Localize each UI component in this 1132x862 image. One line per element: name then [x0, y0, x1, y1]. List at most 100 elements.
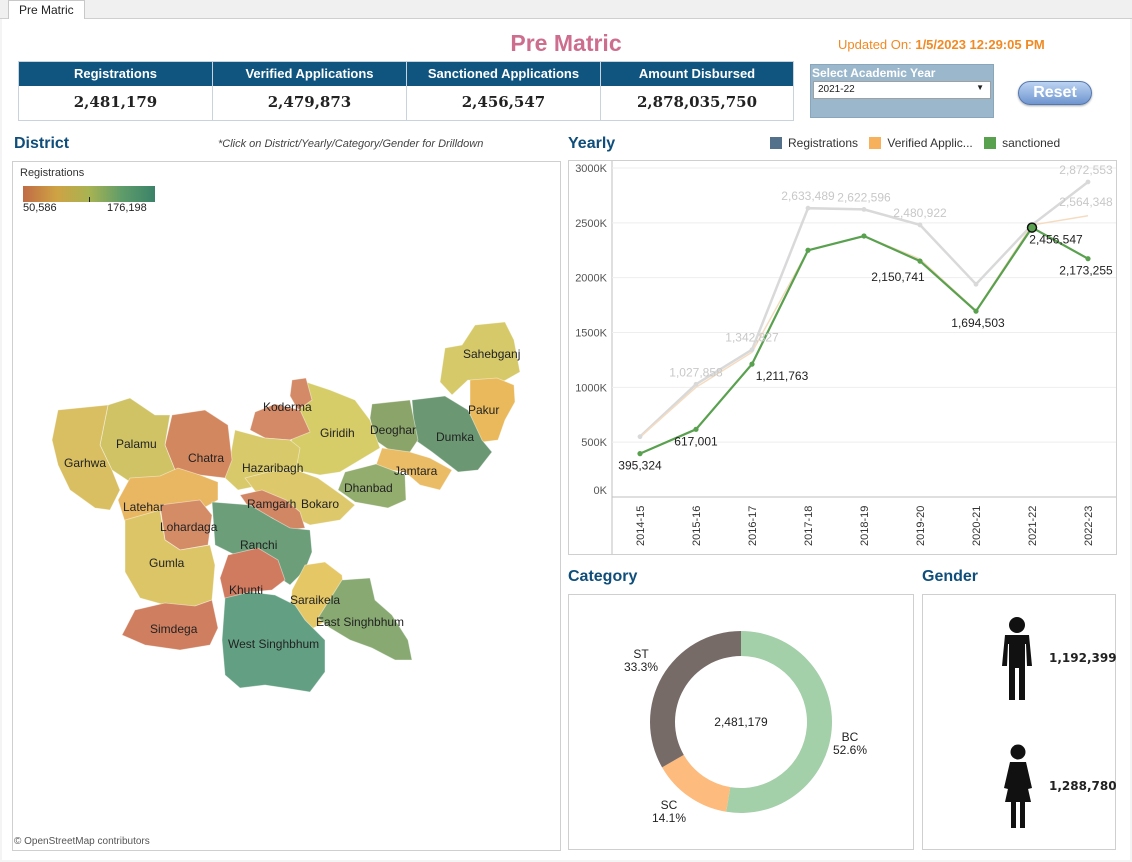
district-label: Palamu	[116, 437, 157, 451]
data-point-sanctioned[interactable]	[749, 361, 755, 367]
data-point-sanctioned[interactable]	[973, 308, 979, 314]
district-dhanbad[interactable]	[337, 463, 407, 509]
y-tick-label: 500K	[581, 437, 607, 449]
donut-slice-bc[interactable]	[726, 631, 832, 813]
reset-button[interactable]: Reset	[1018, 81, 1092, 105]
district-garhwa[interactable]	[51, 404, 121, 511]
x-tick-label: 2020-21	[971, 506, 983, 546]
data-point-registrations[interactable]	[917, 222, 923, 228]
district-label: West Singhbhum	[228, 637, 319, 651]
x-tick-label: 2019-20	[915, 506, 927, 546]
y-tick-label: 1500K	[575, 328, 607, 340]
data-label-registrations: 1,342,827	[725, 331, 779, 345]
data-point-sanctioned[interactable]	[1026, 222, 1038, 233]
district-label: Sahebganj	[463, 347, 520, 361]
yearly-line-chart[interactable]: 0K 500K 1000K 1500K 2000K 2500K 3000K 2014-15 2…	[568, 160, 1117, 555]
data-label-registrations: 2,622,596	[837, 190, 891, 204]
male-count: 1,192,399	[1049, 651, 1117, 665]
district-label: Dumka	[436, 430, 474, 444]
legend-label: Verified Applic...	[887, 136, 973, 150]
category-title: Category	[568, 568, 638, 585]
data-label-sanctioned: 1,694,503	[951, 316, 1005, 330]
district-sahebganj[interactable]	[439, 321, 521, 396]
kpi-value: 2,479,873	[267, 93, 352, 111]
district-label: Hazaribagh	[242, 461, 303, 475]
data-point-sanctioned[interactable]	[1085, 256, 1091, 262]
district-chatra[interactable]	[164, 409, 233, 479]
map-legend-max: 176,198	[107, 202, 147, 214]
kpi-amount-disbursed[interactable]: Amount Disbursed 2,878,035,750	[600, 61, 794, 121]
district-simdega[interactable]	[121, 599, 219, 651]
data-point-sanctioned[interactable]	[917, 258, 923, 264]
district-label: Dhanbad	[344, 481, 393, 495]
kpi-verified-applications[interactable]: Verified Applications 2,479,873	[212, 61, 407, 121]
data-point-registrations[interactable]	[805, 205, 811, 211]
district-label: Bokaro	[301, 497, 339, 511]
data-label-sanctioned: 617,001	[674, 434, 718, 448]
data-point-registrations[interactable]	[973, 281, 979, 287]
page-title: Pre Matric	[510, 30, 622, 56]
y-tick-label: 0K	[594, 485, 608, 497]
data-label-sanctioned: 1,211,763	[756, 369, 809, 383]
kpi-label: Verified Applications	[213, 62, 406, 86]
kpi-label: Sanctioned Applications	[407, 62, 600, 86]
district-dumka[interactable]	[411, 395, 493, 473]
district-label: Lohardaga	[160, 520, 218, 534]
academic-year-label: Select Academic Year	[812, 66, 936, 80]
yearly-chart-frame	[568, 160, 1117, 555]
data-point-registrations[interactable]	[749, 347, 755, 353]
data-point-sanctioned[interactable]	[861, 233, 867, 239]
district-koderma[interactable]	[249, 377, 313, 441]
donut-slice-sc[interactable]	[662, 754, 731, 812]
y-tick-label: 2500K	[575, 218, 607, 230]
district-west-singhbhum[interactable]	[221, 591, 326, 693]
district-label: Deoghar	[370, 423, 416, 437]
district-label: Koderma	[263, 400, 312, 414]
data-label-verified: 2,564,348	[1059, 195, 1113, 209]
legend-item-sanctioned[interactable]: sanctioned	[984, 136, 1060, 150]
female-icon[interactable]	[998, 744, 1038, 830]
data-label-sanctioned: 2,173,255	[1059, 264, 1113, 278]
legend-swatch	[770, 137, 782, 149]
data-label-registrations: 2,480,922	[893, 206, 947, 220]
donut-slice-st[interactable]	[650, 631, 741, 768]
data-point-registrations[interactable]	[637, 434, 643, 440]
x-tick-label: 2018-19	[859, 506, 871, 546]
data-label-registrations: 2,633,489	[781, 189, 835, 203]
kpi-label: Amount Disbursed	[601, 62, 793, 86]
district-title: District	[14, 135, 70, 152]
data-point-registrations[interactable]	[1085, 179, 1091, 185]
academic-year-select[interactable]: 2021-22 ▼	[813, 81, 991, 99]
drilldown-note: *Click on District/Yearly/Category/Gende…	[218, 138, 484, 150]
district-label: Ranchi	[240, 538, 277, 552]
kpi-value: 2,456,547	[461, 93, 546, 111]
district-gumla[interactable]	[124, 509, 216, 609]
district-label: Simdega	[150, 622, 198, 636]
legend-item-verified[interactable]: Verified Applic...	[869, 136, 973, 150]
data-label-sanctioned: 2,150,741	[871, 270, 925, 284]
data-point-sanctioned[interactable]	[805, 247, 811, 253]
district-label: Jamtara	[394, 464, 438, 478]
data-point-sanctioned[interactable]	[637, 451, 643, 457]
district-label: Saraikela	[290, 593, 340, 607]
district-label: Pakur	[468, 403, 499, 417]
kpi-sanctioned-applications[interactable]: Sanctioned Applications 2,456,547	[406, 61, 601, 121]
district-khunti[interactable]	[219, 547, 286, 601]
data-label-registrations: 1,027,858	[669, 365, 723, 379]
district-east-singhbhum[interactable]	[317, 577, 413, 661]
data-point-registrations[interactable]	[861, 206, 867, 212]
data-point-registrations[interactable]	[693, 381, 699, 387]
data-point-sanctioned[interactable]	[693, 426, 699, 432]
academic-year-filter: Select Academic Year 2021-22 ▼	[810, 64, 994, 118]
donut-center-value: 2,481,179	[714, 715, 768, 729]
district-map[interactable]: Sahebganj Koderma Pakur Giridih Deoghar …	[0, 0, 561, 851]
kpi-registrations[interactable]: Registrations 2,481,179	[18, 61, 213, 121]
legend-swatch	[869, 137, 882, 149]
kpi-label: Registrations	[19, 62, 212, 86]
tab-pre-matric[interactable]: Pre Matric	[8, 0, 85, 19]
legend-item-registrations[interactable]: Registrations	[770, 136, 858, 150]
legend-label: Registrations	[788, 136, 859, 150]
male-icon[interactable]	[998, 616, 1036, 702]
slice-percent-label: 52.6%	[833, 743, 867, 757]
category-donut-chart[interactable]: 2,481,179 ST 33.3% BC 52.6% SC 14.1%	[568, 594, 914, 850]
